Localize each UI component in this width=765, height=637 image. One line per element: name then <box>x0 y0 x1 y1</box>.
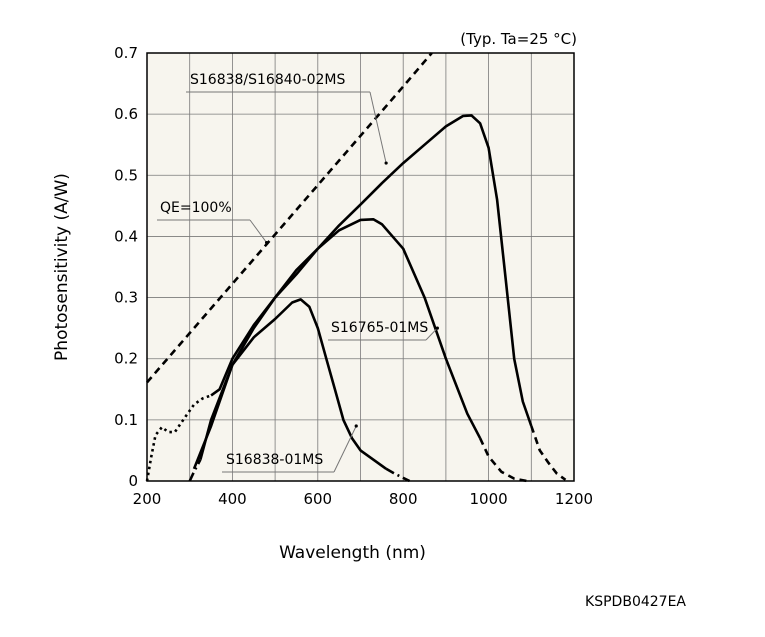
y-tick-label: 0 <box>128 472 138 490</box>
y-tick-label: 0.2 <box>114 350 138 368</box>
typ-note: (Typ. Ta=25 °C) <box>460 30 577 48</box>
series-s16838-01ms-dashdot <box>385 467 411 483</box>
series-s16838-01ms-dashdot <box>188 458 202 482</box>
y-tick-label: 0.1 <box>114 411 138 429</box>
x-tick-label: 1000 <box>470 490 508 508</box>
series-s16765-01ms-dashed <box>478 437 528 483</box>
annotation-label: QE=100% <box>160 200 232 216</box>
x-tick-label: 200 <box>133 490 162 508</box>
annotation-point <box>354 424 358 428</box>
series-s16838-s16840-02ms-dotted <box>145 394 212 482</box>
annotation-leader <box>369 91 387 164</box>
annotation-leader <box>333 425 357 473</box>
plot-frame <box>146 52 575 482</box>
annotation-point <box>384 161 388 165</box>
y-tick-label: 0.4 <box>114 227 138 245</box>
curves <box>145 52 567 483</box>
x-tick-label: 800 <box>389 490 418 508</box>
x-tick-label: 600 <box>303 490 332 508</box>
series-s16838-01ms-solid <box>199 298 387 470</box>
grid <box>147 53 574 481</box>
x-tick-labels: 200 400 600 800 1000 1200 <box>133 490 593 508</box>
annotation-label: S16838/S16840-02MS <box>190 72 346 88</box>
series-s16838-s16840-02ms-dashed <box>530 425 567 481</box>
x-axis-title: Wavelength (nm) <box>279 543 426 563</box>
y-tick-label: 0.7 <box>114 44 138 62</box>
y-tick-labels: 0 0.1 0.2 0.3 0.4 0.5 0.6 0.7 <box>114 44 138 490</box>
x-tick-label: 400 <box>218 490 247 508</box>
figure-code: KSPDB0427EA <box>585 594 686 610</box>
y-tick-label: 0.6 <box>114 105 138 123</box>
y-tick-label: 0.5 <box>114 166 138 184</box>
annotation-leader <box>249 219 267 243</box>
y-tick-label: 0.3 <box>114 289 138 307</box>
annotations: S16838/S16840-02MS QE=100% S16765-01MS S168… <box>157 72 439 473</box>
annotation-label: S16765-01MS <box>331 320 428 336</box>
annotation-label: S16838-01MS <box>226 452 323 468</box>
annotation-point <box>264 240 269 245</box>
series-qe-100-line <box>146 52 433 384</box>
annotation-point <box>435 326 439 330</box>
y-axis-title: Photosensitivity (A/W) <box>52 173 72 361</box>
annotation-leader <box>425 327 438 341</box>
x-tick-label: 1200 <box>555 490 593 508</box>
series-s16765-01ms-solid <box>192 218 482 470</box>
